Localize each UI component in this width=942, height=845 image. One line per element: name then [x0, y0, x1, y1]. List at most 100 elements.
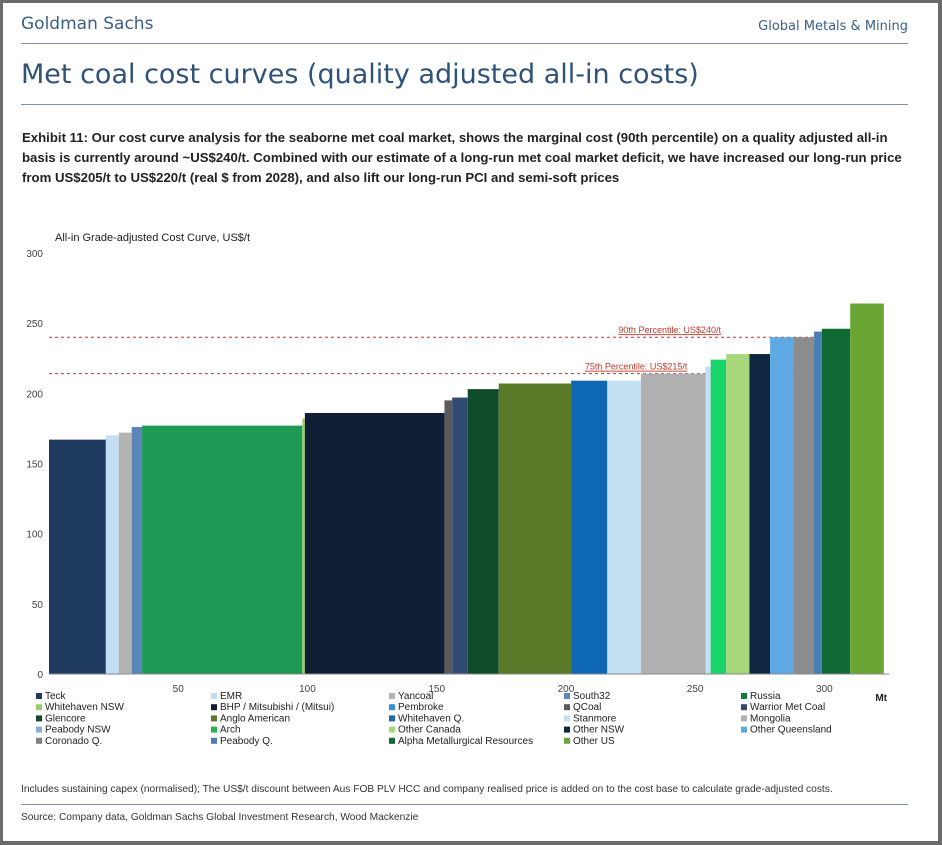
legend-swatch	[564, 693, 570, 699]
legend-item: Whitehaven NSW	[36, 702, 124, 713]
x-tick-label: 200	[558, 684, 575, 695]
cost-bar	[118, 432, 132, 674]
legend-label: Mongolia	[750, 713, 791, 724]
legend-label: Alpha Metallurgical Resources	[398, 736, 533, 747]
legend-label: Whitehaven NSW	[45, 702, 124, 713]
legend-item: Warrior Met Coal	[741, 702, 825, 713]
legend-swatch	[389, 693, 395, 699]
legend-label: BHP / Mitsubishi / (Mitsui)	[220, 702, 334, 713]
legend-item: Russia	[741, 691, 781, 702]
legend-swatch	[564, 715, 570, 722]
y-tick-label: 100	[26, 530, 43, 541]
cost-bars	[49, 303, 884, 674]
legend-label: Coronado Q.	[45, 736, 102, 747]
y-tick-label: 300	[26, 249, 43, 260]
legend-label: Warrior Met Coal	[750, 702, 825, 713]
legend-item: Other US	[564, 736, 615, 747]
cost-bar	[640, 373, 706, 674]
x-tick-label: 150	[428, 684, 445, 695]
cost-bar	[467, 389, 499, 674]
legend-label: South32	[573, 691, 611, 702]
legend-label: Teck	[45, 691, 67, 702]
cost-bar	[571, 380, 608, 674]
x-tick-label: 100	[299, 684, 316, 695]
cost-bar	[49, 439, 106, 674]
cost-bar	[770, 337, 794, 674]
legend-item: Yancoal	[389, 691, 433, 702]
legend-item: Glencore	[36, 713, 86, 724]
legend-label: Peabody Q.	[220, 736, 273, 747]
cost-bar	[850, 303, 884, 674]
cost-bar	[710, 359, 727, 674]
page-title: Met coal cost curves (quality adjusted a…	[21, 59, 699, 90]
legend-label: Yancoal	[398, 691, 433, 702]
legend-label: Stanmore	[573, 713, 617, 724]
cost-bar	[793, 337, 815, 674]
legend-swatch	[741, 704, 747, 711]
legend-swatch	[211, 704, 217, 711]
cost-bar	[607, 380, 641, 674]
legend-label: QCoal	[573, 702, 601, 713]
brand-name: Goldman Sachs	[21, 14, 154, 34]
cost-bar	[131, 427, 143, 674]
legend-item: Other Canada	[389, 725, 461, 736]
header-rule	[21, 43, 908, 44]
legend-item: Anglo American	[211, 713, 290, 724]
y-tick-label: 50	[32, 600, 44, 611]
cost-bar	[304, 412, 445, 674]
legend-swatch	[211, 715, 217, 722]
footnote: Includes sustaining capex (normalised); …	[21, 784, 833, 795]
source-note: Source: Company data, Goldman Sachs Glob…	[21, 812, 419, 823]
legend-item: QCoal	[564, 702, 601, 713]
cost-bar	[749, 354, 771, 674]
cost-bar	[705, 366, 711, 674]
x-axis-unit: Mt	[875, 693, 887, 704]
legend-label: Glencore	[45, 713, 86, 724]
footer-rule	[21, 804, 908, 805]
x-tick-label: 250	[687, 684, 704, 695]
cost-bar	[444, 400, 453, 674]
cost-bar	[142, 425, 303, 674]
legend-swatch	[36, 715, 42, 722]
legend-label: Other Queensland	[750, 725, 832, 736]
exhibit-caption: Exhibit 11: Our cost curve analysis for …	[22, 130, 902, 185]
legend-item: Whitehaven Q.	[389, 713, 464, 724]
title-rule	[21, 104, 908, 105]
legend-item: Teck	[36, 691, 67, 702]
y-tick-label: 150	[26, 460, 43, 471]
legend-label: Other US	[573, 736, 615, 747]
legend-swatch	[211, 726, 217, 733]
legend-item: Coronado Q.	[36, 736, 102, 747]
x-tick-label: 300	[816, 684, 833, 695]
y-axis-label: All-in Grade-adjusted Cost Curve, US$/t	[55, 232, 250, 244]
legend-swatch	[564, 737, 570, 744]
legend-swatch	[564, 704, 570, 711]
legend-swatch	[741, 715, 747, 722]
reference-label: 90th Percentile: US$240/t	[618, 325, 721, 335]
legend-swatch	[741, 726, 747, 733]
legend-item: Peabody NSW	[36, 725, 111, 736]
y-tick-label: 250	[26, 319, 43, 330]
report-page: Goldman Sachs Global Metals & Mining Met…	[3, 3, 938, 841]
legend-item: Peabody Q.	[211, 736, 273, 747]
legend-item: Mongolia	[741, 713, 791, 724]
legend: Teck EMR Yancoal South32 Russia Whitehaven NS…	[36, 691, 832, 747]
legend-label: Anglo American	[220, 713, 290, 724]
x-axis: 50 100 150 200 250 300	[49, 673, 889, 695]
y-axis-ticks: 0 50 100 150 200 250 300	[26, 249, 43, 681]
legend-item: Stanmore	[564, 713, 617, 724]
y-tick-label: 200	[26, 389, 43, 400]
reference-label: 75th Percentile: US$215/t	[585, 362, 688, 372]
legend-swatch	[211, 737, 217, 744]
legend-label: Whitehaven Q.	[398, 713, 464, 724]
cost-bar	[452, 397, 468, 674]
legend-swatch	[36, 726, 42, 733]
legend-swatch	[36, 693, 42, 699]
cost-bar	[105, 435, 119, 674]
legend-swatch	[36, 704, 42, 711]
legend-item: South32	[564, 691, 611, 702]
cost-bar	[302, 418, 305, 674]
section-name: Global Metals & Mining	[758, 19, 908, 34]
legend-item: Other NSW	[564, 725, 625, 736]
legend-item: Alpha Metallurgical Resources	[389, 736, 533, 747]
